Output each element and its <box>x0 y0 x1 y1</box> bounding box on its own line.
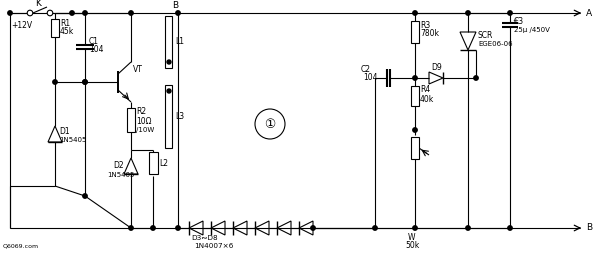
Text: R1: R1 <box>60 19 70 27</box>
Text: ①: ① <box>264 118 276 131</box>
Bar <box>164 16 172 68</box>
Circle shape <box>53 80 57 84</box>
Bar <box>148 152 157 174</box>
Circle shape <box>413 128 417 132</box>
Circle shape <box>83 80 87 84</box>
Text: C1: C1 <box>89 38 99 46</box>
Text: 1N5405: 1N5405 <box>107 172 135 178</box>
Text: L1: L1 <box>175 38 184 46</box>
Text: 10Ω: 10Ω <box>136 117 151 125</box>
Circle shape <box>129 11 133 15</box>
Text: R4: R4 <box>420 86 430 94</box>
Text: 104: 104 <box>89 45 103 55</box>
Text: VT: VT <box>133 66 143 74</box>
Text: R3: R3 <box>420 21 430 29</box>
Bar <box>51 19 59 37</box>
Text: SCR: SCR <box>478 31 493 40</box>
Text: B: B <box>586 224 592 232</box>
Circle shape <box>373 226 377 230</box>
Text: L2: L2 <box>159 158 168 167</box>
Circle shape <box>255 109 285 139</box>
Circle shape <box>474 76 478 80</box>
Text: C2: C2 <box>361 66 371 74</box>
Circle shape <box>8 11 12 15</box>
Text: D1: D1 <box>59 126 69 135</box>
Text: 40k: 40k <box>420 94 434 103</box>
Text: +: + <box>512 18 518 24</box>
Text: Q6069.com: Q6069.com <box>3 243 39 248</box>
Bar <box>411 86 419 106</box>
Circle shape <box>151 226 155 230</box>
Circle shape <box>508 226 512 230</box>
Bar <box>411 21 419 43</box>
Text: +12V: +12V <box>11 21 32 29</box>
Text: 1N4007×6: 1N4007×6 <box>194 243 233 249</box>
Text: A: A <box>586 8 592 18</box>
Circle shape <box>129 226 133 230</box>
Bar <box>164 85 172 148</box>
Text: D3∾D8: D3∾D8 <box>191 235 218 241</box>
Circle shape <box>311 226 315 230</box>
Circle shape <box>176 226 180 230</box>
Circle shape <box>466 226 470 230</box>
Circle shape <box>83 80 87 84</box>
Text: R2: R2 <box>136 107 146 117</box>
Circle shape <box>70 11 74 15</box>
Text: EGE06-06: EGE06-06 <box>478 41 512 47</box>
Text: C3: C3 <box>514 17 524 25</box>
Circle shape <box>413 11 417 15</box>
Text: 25μ /450V: 25μ /450V <box>514 27 550 33</box>
Text: K: K <box>35 0 41 8</box>
Circle shape <box>176 11 180 15</box>
Text: 45k: 45k <box>60 27 74 37</box>
Circle shape <box>413 226 417 230</box>
Circle shape <box>47 10 53 16</box>
Circle shape <box>167 89 171 93</box>
Text: 104: 104 <box>363 73 377 83</box>
Circle shape <box>413 76 417 80</box>
Circle shape <box>83 11 87 15</box>
Text: D9: D9 <box>431 64 442 72</box>
Circle shape <box>508 11 512 15</box>
Text: B: B <box>172 2 178 10</box>
Circle shape <box>83 194 87 198</box>
Text: L3: L3 <box>175 112 184 121</box>
Circle shape <box>27 10 33 16</box>
Circle shape <box>167 60 171 64</box>
Bar <box>127 108 135 132</box>
Text: W: W <box>408 233 416 243</box>
Circle shape <box>466 11 470 15</box>
Text: D2: D2 <box>113 162 124 170</box>
Bar <box>411 137 419 159</box>
Text: 780k: 780k <box>420 29 439 39</box>
Text: 1N5405: 1N5405 <box>59 137 86 143</box>
Text: /10W: /10W <box>136 127 154 133</box>
Text: 50k: 50k <box>405 242 419 250</box>
